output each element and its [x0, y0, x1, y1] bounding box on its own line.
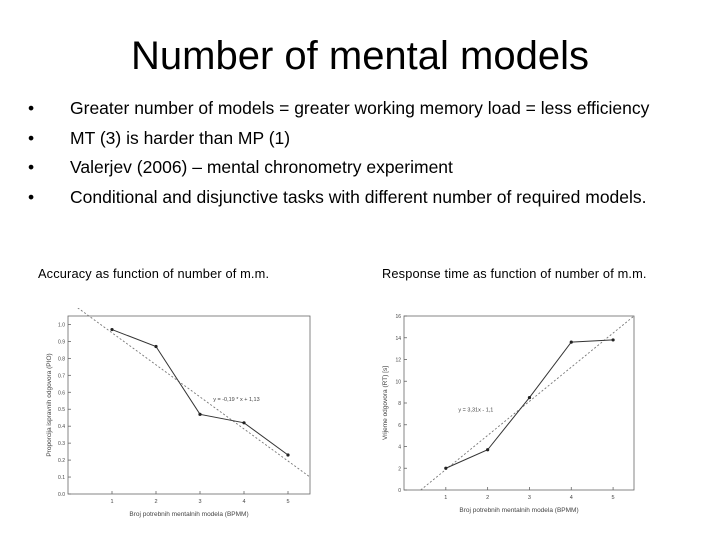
- y-tick-label: 1.0: [58, 322, 65, 328]
- y-tick-label: 0.3: [58, 441, 65, 447]
- y-tick-label: 0: [398, 488, 401, 494]
- slide-title: Number of mental models: [131, 34, 589, 78]
- x-tick-label: 4: [242, 499, 245, 505]
- y-tick-label: 0.2: [58, 458, 65, 464]
- x-tick-label: 5: [286, 499, 289, 505]
- plot-frame: [67, 315, 311, 495]
- bullet-item: MT (3) is harder than MP (1): [28, 124, 649, 154]
- x-tick-label: 3: [198, 499, 201, 505]
- data-point: [486, 448, 490, 452]
- y-tick-label: 0.9: [58, 339, 65, 345]
- regression-equation-label: y = 3,31x - 1,1: [458, 408, 493, 414]
- bullet-item: Valerjev (2006) – mental chronometry exp…: [28, 153, 649, 183]
- y-tick-label: 4: [398, 445, 401, 451]
- y-tick-label: 0.8: [58, 356, 65, 362]
- bullet-list: Greater number of models = greater worki…: [28, 94, 649, 212]
- regression-line: [77, 308, 311, 478]
- chart-caption-accuracy: Accuracy as function of number of m.m.: [38, 266, 270, 281]
- data-point: [110, 327, 114, 332]
- y-axis-label: Proporcija ispravnih odgovora (PIO): [46, 353, 53, 456]
- y-tick-label: 14: [395, 336, 401, 342]
- x-tick-label: 2: [154, 499, 157, 505]
- x-tick-label: 2: [486, 495, 489, 501]
- x-tick-label: 5: [612, 495, 615, 501]
- y-tick-label: 0.7: [58, 373, 65, 379]
- chart-caption-response-time: Response time as function of number of m…: [382, 266, 647, 281]
- x-tick-label: 4: [570, 495, 573, 501]
- data-point: [198, 412, 202, 416]
- regression-equation-label: y = -0,19 * x + 1,13: [213, 397, 259, 403]
- data-point: [611, 338, 615, 342]
- data-point: [527, 395, 532, 400]
- data-point: [154, 344, 158, 349]
- bullet-item: Conditional and disjunctive tasks with d…: [28, 183, 649, 213]
- y-tick-label: 2: [398, 466, 401, 472]
- accuracy-chart: 0.0 0.1 0.2 0.3 0.4 0.5 0.6 0.7 0.8 0.9 1.0 1 2 3 4 5 Br…: [46, 308, 311, 518]
- y-tick-label: 6: [398, 423, 401, 429]
- y-tick-label: 0.1: [58, 475, 65, 481]
- y-tick-label: 16: [395, 314, 401, 320]
- y-tick-label: 0.4: [58, 424, 65, 430]
- y-tick-label: 10: [395, 379, 401, 385]
- plot-frame: [403, 315, 635, 491]
- data-point: [444, 466, 448, 470]
- y-tick-label: 12: [395, 358, 401, 364]
- y-tick-label: 0.5: [58, 407, 65, 413]
- data-point: [242, 421, 246, 425]
- x-tick-label: 3: [528, 495, 531, 501]
- y-tick-label: 8: [398, 401, 401, 407]
- x-axis-label: Broj potrebnih mentalnih modela (BPMM): [129, 511, 248, 518]
- regression-line: [420, 315, 635, 491]
- x-axis-label: Broj potrebnih mentalnih modela (BPMM): [459, 507, 578, 514]
- bullet-item: Greater number of models = greater worki…: [28, 94, 649, 124]
- y-axis-label: Vrijeme odgovora (RT) [s]: [382, 366, 389, 440]
- y-tick-label: 0.0: [58, 492, 65, 498]
- data-point: [569, 340, 573, 344]
- x-tick-label: 1: [110, 499, 113, 505]
- data-point: [286, 453, 290, 457]
- y-tick-label: 0.6: [58, 390, 65, 396]
- x-tick-label: 1: [444, 495, 447, 501]
